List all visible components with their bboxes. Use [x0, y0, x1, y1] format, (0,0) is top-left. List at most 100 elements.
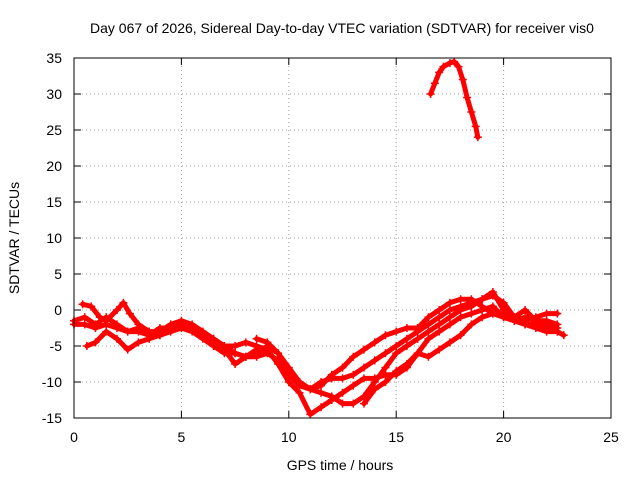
data-series	[70, 57, 568, 419]
x-tick-label: 0	[70, 429, 78, 445]
data-point	[413, 349, 422, 358]
data-point	[134, 320, 143, 329]
data-point	[370, 356, 379, 365]
data-point	[209, 338, 218, 347]
data-point	[435, 327, 444, 336]
data-point	[102, 320, 111, 329]
data-point	[134, 338, 143, 347]
data-point	[488, 309, 497, 318]
data-point	[125, 309, 134, 318]
data-point	[359, 399, 368, 408]
data-point	[155, 324, 164, 332]
data-point	[478, 302, 487, 311]
data-point	[521, 320, 530, 329]
data-point	[338, 363, 347, 372]
data-point	[263, 345, 272, 354]
data-point	[359, 345, 368, 354]
data-point	[424, 327, 433, 336]
data-point	[327, 370, 336, 379]
data-point	[463, 93, 472, 102]
data-point	[381, 349, 390, 358]
data-point	[338, 399, 347, 408]
data-point	[145, 331, 154, 340]
data-point	[359, 374, 368, 383]
axis-ticks	[73, 57, 612, 419]
data-point	[445, 306, 454, 314]
data-point	[456, 313, 465, 322]
data-point	[112, 334, 121, 343]
data-point	[349, 352, 358, 361]
data-point	[424, 334, 433, 343]
data-point	[359, 363, 368, 372]
data-point	[392, 327, 401, 336]
y-tick-label: 15	[46, 194, 62, 210]
data-point	[445, 338, 454, 347]
y-tick-label: -10	[42, 374, 62, 390]
data-point	[426, 90, 435, 98]
data-point	[338, 374, 347, 383]
data-point	[445, 320, 454, 329]
data-point	[445, 298, 454, 307]
data-point	[430, 79, 439, 88]
data-point	[263, 338, 272, 347]
data-point	[284, 378, 293, 386]
data-point	[392, 349, 401, 358]
data-point	[252, 342, 261, 350]
data-point	[424, 320, 433, 329]
y-axis-label: SDTVAR / TECUs	[6, 182, 22, 294]
data-point	[241, 352, 250, 361]
data-point	[80, 313, 89, 322]
x-tick-label: 10	[281, 429, 297, 445]
data-point	[349, 370, 358, 379]
data-point	[467, 309, 476, 318]
data-point	[521, 306, 530, 314]
y-tick-label: -5	[50, 338, 63, 354]
data-point	[424, 313, 433, 322]
data-point	[123, 345, 132, 354]
data-point	[381, 363, 390, 372]
chart-title: Day 067 of 2026, Sidereal Day-to-day VTE…	[90, 20, 594, 36]
grid-lines	[74, 58, 611, 418]
data-point	[91, 338, 100, 347]
data-point	[80, 320, 89, 329]
data-point	[392, 367, 401, 376]
data-point	[542, 324, 551, 332]
data-point	[435, 345, 444, 354]
data-point	[252, 352, 261, 361]
data-point	[112, 324, 121, 332]
data-point	[402, 324, 411, 332]
data-point	[478, 295, 487, 304]
data-point	[488, 288, 497, 296]
data-point	[435, 306, 444, 314]
data-point	[95, 313, 104, 322]
data-point	[454, 62, 463, 71]
data-point	[241, 338, 250, 347]
y-tick-label: 25	[46, 122, 62, 138]
data-point	[458, 75, 467, 84]
data-point	[274, 360, 283, 368]
data-point	[349, 381, 358, 390]
data-point	[531, 316, 540, 325]
data-point	[471, 122, 480, 131]
data-point	[456, 331, 465, 340]
data-point	[439, 62, 448, 71]
data-point	[445, 313, 454, 322]
data-point	[91, 324, 100, 332]
data-point	[231, 360, 240, 368]
data-point	[435, 320, 444, 329]
data-point	[177, 320, 186, 329]
data-point	[119, 298, 128, 307]
data-point	[102, 327, 111, 336]
y-tick-label: 30	[46, 86, 62, 102]
data-point	[87, 302, 96, 311]
data-point	[155, 331, 164, 340]
data-point	[284, 363, 293, 372]
data-point	[450, 57, 459, 66]
data-point	[402, 334, 411, 343]
data-point	[402, 360, 411, 368]
data-point	[317, 381, 326, 390]
data-point	[402, 342, 411, 350]
data-point	[542, 309, 551, 318]
data-point	[435, 313, 444, 322]
